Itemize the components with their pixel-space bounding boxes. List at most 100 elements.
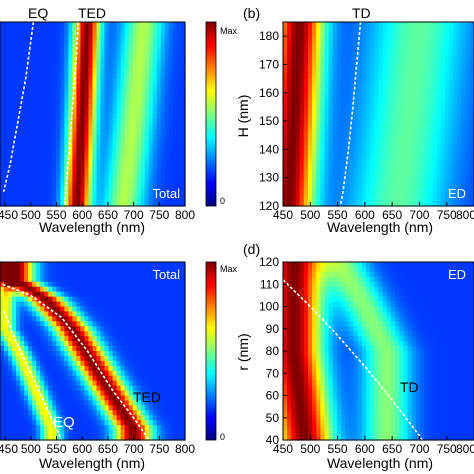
heatmap-cell [108,154,114,161]
heatmap-cell [48,139,53,146]
heatmap-cell [36,78,41,84]
heatmap-cell [12,405,17,411]
heatmap-cell [68,83,73,90]
heatmap-cell [20,134,25,141]
heatmap-cell [283,83,288,90]
heatmap-cell [112,129,118,136]
heatmap-cell [60,185,65,192]
heatmap-cell [32,144,37,151]
heatmap-cell [36,390,41,397]
heatmap-cell [136,114,142,120]
heatmap-cell [432,119,438,125]
heatmap-cell [287,103,292,110]
heatmap-cell [341,129,346,136]
heatmap-cell [8,301,13,308]
heatmap-cell [336,185,342,192]
heatmap-cell [32,395,37,402]
heatmap-cell [36,32,41,38]
heatmap-cell [36,281,41,288]
heatmap-cell [457,62,463,69]
heatmap-cell [370,68,375,74]
heatmap-cell [144,57,150,64]
heatmap-cell [68,73,73,79]
heatmap-cell [164,78,170,84]
heatmap-cell [24,134,29,141]
heatmap-cell [176,185,182,192]
heatmap-cell [112,380,118,387]
heatmap-cell [303,57,309,64]
heatmap-cell [345,47,351,54]
heatmap-cell [403,144,409,151]
heatmap-cell [12,375,17,382]
heatmap-cell [88,175,94,182]
heatmap-cell [386,22,392,28]
heatmap-cell [120,93,126,100]
heatmap-cell [76,170,82,176]
heatmap-cell [4,180,9,187]
heatmap-cell [172,98,178,105]
heatmap-cell [104,326,110,332]
heatmap-cell [299,200,305,207]
heatmap-cell [386,160,392,166]
heatmap-cell [40,170,45,176]
y-tick-label: 120 [259,199,279,213]
heatmap-cell [132,144,138,151]
heatmap-cell [40,281,45,288]
heatmap-cell [345,165,351,171]
heatmap-cell [366,170,371,176]
heatmap-cell [96,336,102,342]
heatmap-cell [100,385,106,392]
heatmap-cell [390,78,396,84]
heatmap-cell [112,149,118,156]
heatmap-cell [72,321,78,327]
heatmap-cell [316,37,321,44]
heatmap-cell [152,346,158,352]
heatmap-cell [32,170,37,176]
heatmap-cell [116,160,122,166]
heatmap-cell [399,129,405,136]
heatmap-cell [136,93,142,100]
heatmap-cell [428,200,434,207]
heatmap-cell [428,139,434,146]
heatmap-cell [399,47,405,54]
heatmap-cell [20,262,25,268]
heatmap-cell [88,27,94,33]
heatmap-cell [357,78,363,84]
heatmap-cell [80,200,86,207]
heatmap-cell [104,375,110,382]
heatmap-cell [56,114,61,120]
heatmap-cell [136,68,142,74]
heatmap-cell [390,37,396,44]
heatmap-cell [357,57,363,64]
heatmap-cell [140,262,146,268]
heatmap-cell [303,27,309,33]
heatmap-cell [172,195,178,202]
heatmap-cell [469,139,474,146]
heatmap-cell [80,185,86,192]
heatmap-cell [395,139,400,146]
heatmap-cell [36,73,41,79]
heatmap-cell [112,160,118,166]
heatmap-cell [76,326,82,332]
heatmap-cell [160,73,166,79]
heatmap-cell [48,57,53,64]
heatmap-cell [349,88,355,95]
heatmap-cell [444,170,450,176]
heatmap-cell [56,405,61,411]
heatmap-cell [156,311,162,317]
heatmap-cell [104,149,110,156]
heatmap-cell [395,160,400,166]
heatmap-cell [112,134,118,141]
heatmap-cell [386,47,392,54]
heatmap-cell [156,400,162,406]
heatmap-cell [283,52,288,59]
heatmap-cell [132,73,138,79]
heatmap-cell [116,341,122,347]
heatmap-cell [60,271,65,278]
heatmap-cell [116,375,122,382]
heatmap-cell [303,93,309,100]
heatmap-cell [112,47,118,54]
heatmap-cell [16,375,21,382]
heatmap-cell [16,42,21,49]
heatmap-cell [36,119,41,125]
